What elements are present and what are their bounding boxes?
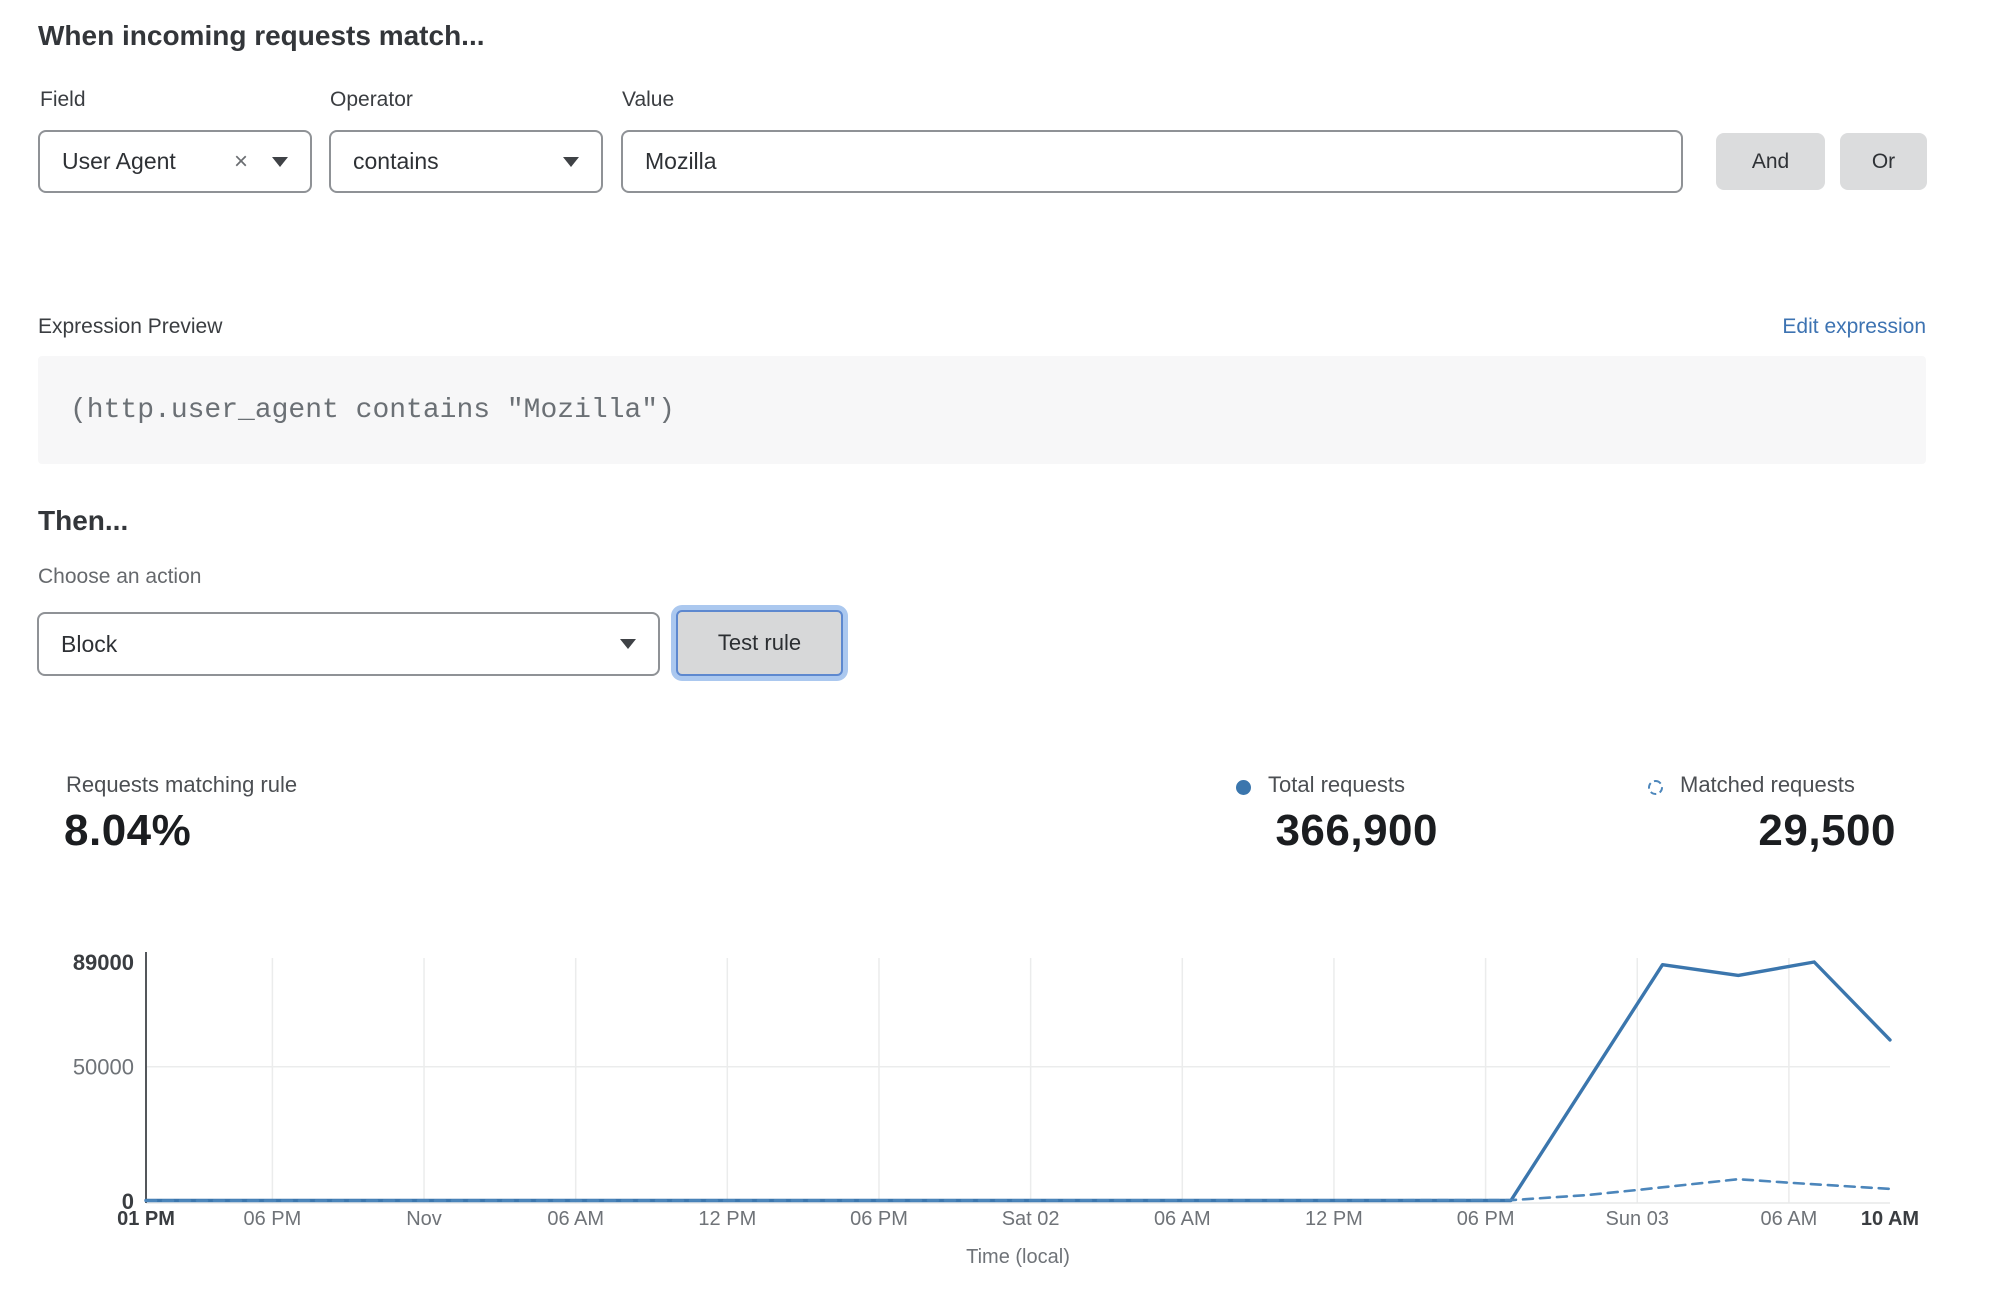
expression-code: (http.user_agent contains "Mozilla"): [70, 394, 675, 426]
value-input[interactable]: [621, 130, 1683, 193]
chevron-down-icon: [620, 639, 636, 649]
total-requests-label: Total requests: [1268, 772, 1405, 797]
y-tick-label: 89000: [73, 950, 134, 975]
x-tick-label: 06 PM: [850, 1208, 908, 1230]
field-select-value: User Agent: [62, 148, 176, 174]
field-select[interactable]: User Agent ×: [38, 130, 312, 193]
x-tick-label: 12 PM: [1305, 1208, 1363, 1230]
action-select[interactable]: Block: [37, 612, 660, 676]
series-line-total: [144, 960, 1892, 1203]
matching-rule-value: 8.04%: [64, 806, 192, 855]
x-tick-label: Sat 02: [1002, 1208, 1060, 1230]
y-tick-label: 0: [122, 1189, 134, 1214]
and-button[interactable]: And: [1716, 133, 1825, 190]
matched-requests-value: 29,500: [1758, 806, 1896, 855]
clear-field-icon[interactable]: ×: [233, 147, 248, 175]
test-rule-button[interactable]: Test rule: [676, 610, 843, 676]
action-select-value: Block: [61, 630, 118, 657]
x-tick-label: 01 PM: [117, 1208, 175, 1230]
x-tick-label: 06 AM: [1154, 1208, 1211, 1230]
then-title: Then...: [38, 505, 129, 536]
matching-rule-label: Requests matching rule: [66, 772, 298, 797]
x-tick-label: Sun 03: [1606, 1208, 1669, 1230]
x-tick-label: 12 PM: [698, 1208, 756, 1230]
expression-preview-label: Expression Preview: [38, 315, 223, 338]
x-tick-label: 06 AM: [1761, 1208, 1818, 1230]
operator-label: Operator: [330, 88, 413, 111]
x-axis-title: Time (local): [966, 1246, 1070, 1268]
y-tick-label: 50000: [73, 1055, 134, 1080]
expression-code-box: (http.user_agent contains "Mozilla"): [38, 356, 1926, 464]
x-tick-label: 06 AM: [547, 1208, 604, 1230]
field-label: Field: [40, 88, 86, 111]
total-requests-legend-dot: [1236, 780, 1251, 795]
matched-requests-legend-circle: [1648, 780, 1663, 795]
edit-expression-link[interactable]: Edit expression: [1782, 315, 1926, 338]
requests-chart: 0 50000 89000 01 PM 06 PM Nov 06 AM 12 PM 06 PM S…: [73, 950, 1919, 1268]
chevron-down-icon: [563, 156, 579, 167]
x-tick-label: Nov: [406, 1208, 442, 1230]
x-tick-label: 06 PM: [243, 1208, 301, 1230]
matched-requests-label: Matched requests: [1680, 772, 1855, 797]
operator-select[interactable]: contains: [329, 130, 603, 193]
value-label: Value: [622, 88, 675, 111]
chevron-down-icon: [272, 156, 288, 167]
or-button[interactable]: Or: [1840, 133, 1927, 190]
series-line-matched: [144, 1177, 1892, 1203]
x-tick-label: 10 AM: [1861, 1208, 1919, 1230]
operator-select-value: contains: [353, 148, 439, 174]
x-tick-label: 06 PM: [1457, 1208, 1515, 1230]
page-title: When incoming requests match...: [38, 20, 485, 51]
choose-action-label: Choose an action: [38, 565, 202, 588]
total-requests-value: 366,900: [1275, 806, 1438, 855]
